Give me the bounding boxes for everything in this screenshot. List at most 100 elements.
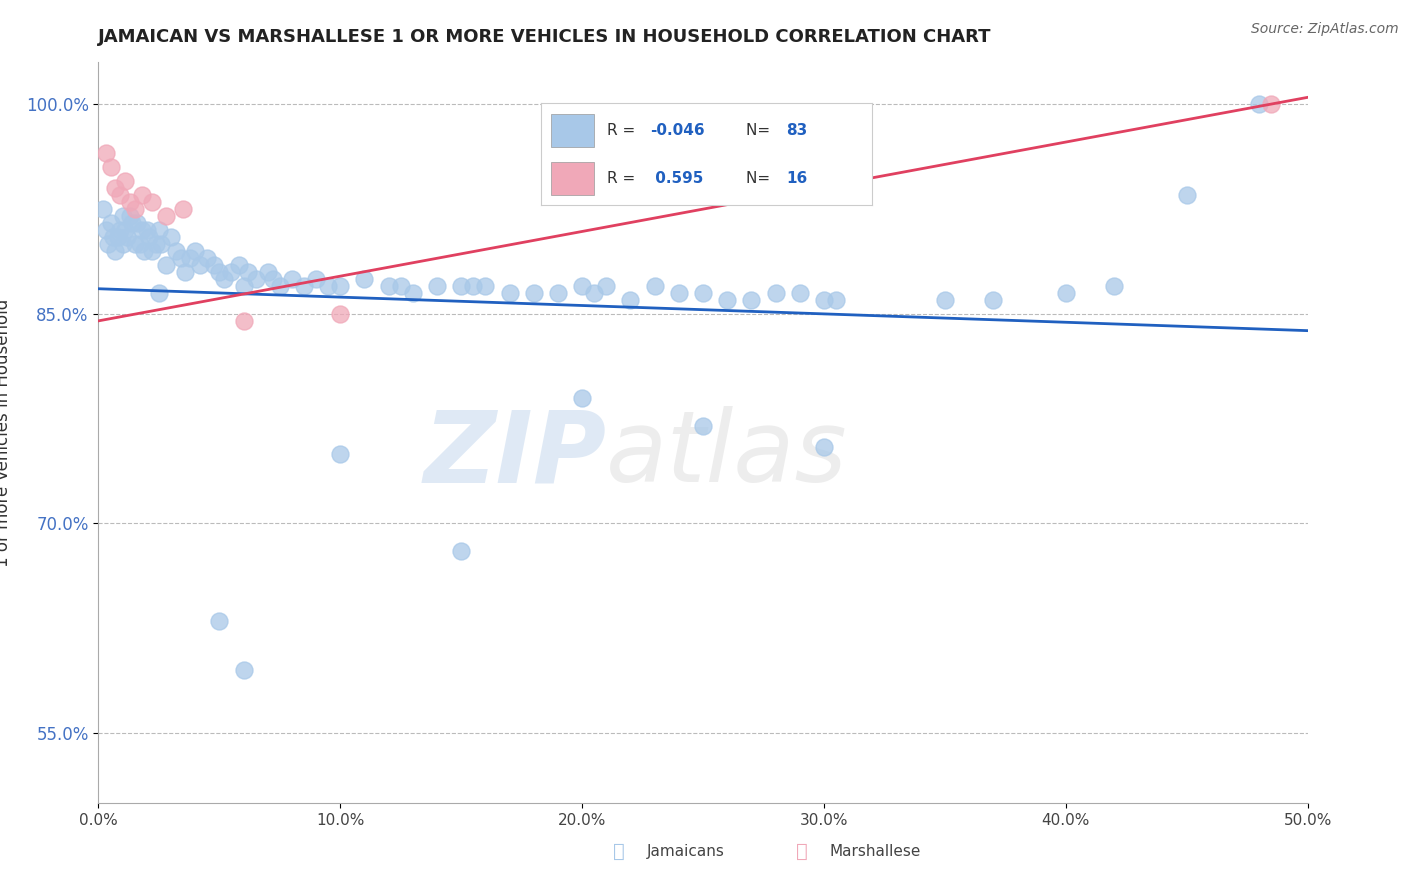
Point (571, 391, 593, 405)
Bar (551, 114, 595, 146)
Point (148, 223, 170, 237)
Point (208, 614, 231, 628)
Point (145, 237, 167, 252)
Point (221, 265, 243, 279)
Point (94, 223, 117, 237)
Point (463, 279, 485, 293)
Text: 83: 83 (786, 123, 807, 137)
Text: Marshallese: Marshallese (830, 845, 921, 859)
Point (111, 209, 134, 223)
Point (108, 188, 131, 202)
Point (141, 195, 163, 210)
Text: -0.046: -0.046 (651, 123, 704, 137)
Point (208, 265, 231, 279)
Point (118, 195, 141, 210)
Point (474, 279, 496, 293)
Point (329, 446, 352, 460)
Point (118, 209, 141, 223)
Point (262, 272, 284, 286)
Point (121, 216, 143, 230)
Point (107, 230, 129, 244)
Point (204, 258, 226, 272)
Text: R =: R = (607, 171, 641, 186)
Point (232, 663, 254, 677)
Point (571, 279, 593, 293)
Point (353, 272, 375, 286)
Point (813, 440, 835, 454)
Point (389, 279, 412, 293)
Point (160, 230, 183, 244)
Point (238, 265, 260, 279)
Point (644, 279, 666, 293)
Point (692, 418, 714, 433)
Point (1249, 97, 1271, 112)
Point (523, 285, 546, 300)
Point (228, 258, 250, 272)
Point (765, 285, 787, 300)
Point (934, 293, 956, 307)
Bar (551, 162, 595, 194)
Point (450, 544, 472, 558)
Point (101, 230, 124, 244)
Point (212, 272, 235, 286)
Point (124, 202, 146, 216)
Text: 16: 16 (786, 171, 807, 186)
Point (165, 244, 187, 258)
Point (292, 279, 315, 293)
Text: atlas: atlas (606, 407, 848, 503)
Point (174, 265, 197, 279)
Text: Source: ZipAtlas.com: Source: ZipAtlas.com (1251, 22, 1399, 37)
Point (281, 272, 304, 286)
Point (179, 251, 201, 265)
Text: N=: N= (747, 123, 775, 137)
Text: N=: N= (747, 171, 775, 186)
Point (329, 307, 352, 321)
Point (305, 272, 328, 286)
Point (94, 146, 117, 161)
Y-axis label: 1 or more Vehicles in Household: 1 or more Vehicles in Household (0, 299, 11, 566)
Text: R =: R = (607, 123, 641, 137)
Point (150, 237, 173, 252)
Text: ⬛: ⬛ (796, 842, 807, 862)
Point (692, 285, 714, 300)
Point (619, 293, 641, 307)
Point (316, 279, 339, 293)
Point (668, 285, 690, 300)
Point (195, 251, 218, 265)
Point (172, 202, 194, 216)
Point (128, 237, 150, 252)
Text: ZIP: ZIP (423, 407, 606, 503)
Point (169, 251, 191, 265)
Point (100, 160, 122, 174)
Point (716, 293, 738, 307)
Point (981, 293, 1004, 307)
Point (104, 244, 127, 258)
Point (547, 285, 569, 300)
Point (377, 279, 399, 293)
Point (402, 285, 425, 300)
Point (256, 265, 278, 279)
Text: Jamaicans: Jamaicans (647, 845, 724, 859)
Point (1102, 279, 1125, 293)
Point (114, 174, 136, 188)
Point (450, 279, 472, 293)
Text: JAMAICAN VS MARSHALLESE 1 OR MORE VEHICLES IN HOUSEHOLD CORRELATION CHART: JAMAICAN VS MARSHALLESE 1 OR MORE VEHICL… (98, 28, 991, 45)
Point (1175, 188, 1198, 202)
Text: ⬛: ⬛ (613, 842, 624, 862)
Point (131, 188, 153, 202)
Point (117, 230, 139, 244)
Point (138, 230, 160, 244)
Point (1054, 285, 1077, 300)
Point (127, 216, 149, 230)
Point (184, 244, 207, 258)
Point (114, 223, 136, 237)
Point (426, 279, 449, 293)
Point (131, 223, 153, 237)
Point (789, 285, 811, 300)
Point (124, 237, 146, 252)
Point (108, 223, 131, 237)
Point (1260, 97, 1282, 112)
Point (740, 293, 762, 307)
Point (813, 293, 835, 307)
Point (104, 181, 127, 195)
